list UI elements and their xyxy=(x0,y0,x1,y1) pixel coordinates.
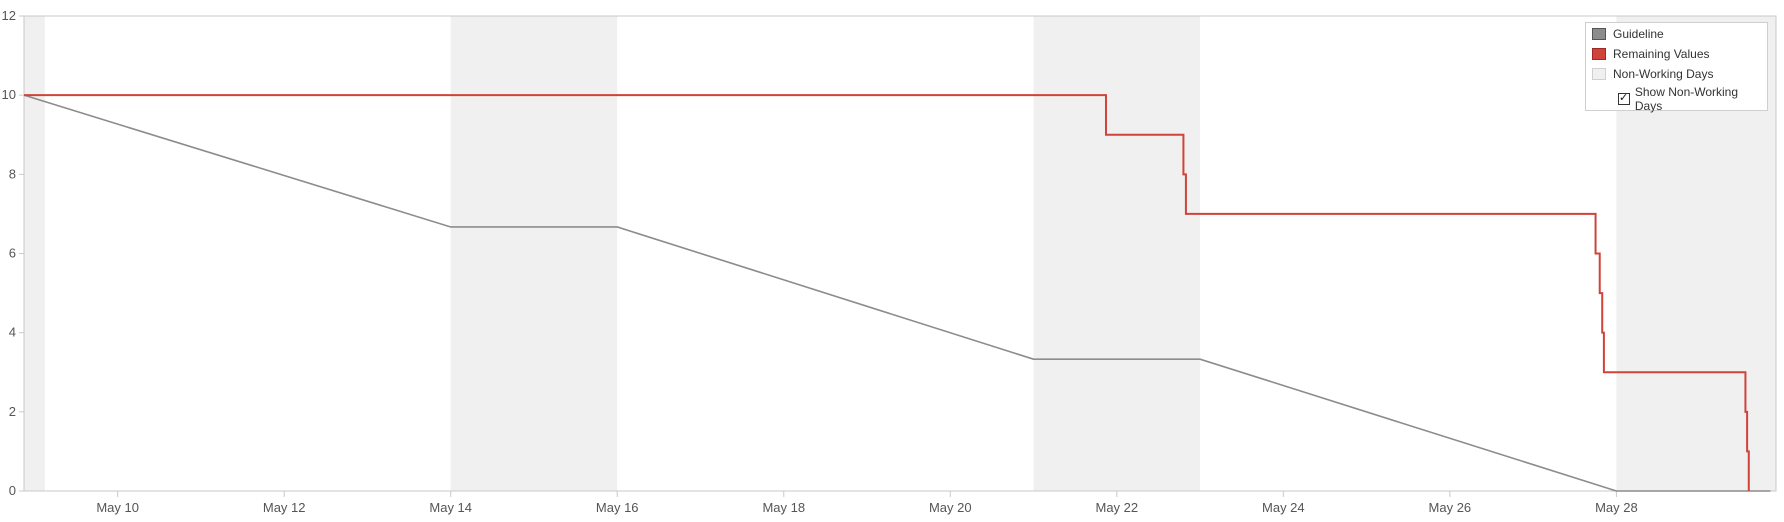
x-tick-label: May 20 xyxy=(929,500,972,515)
checkmark-icon: ✓ xyxy=(1619,92,1629,104)
legend-label-guideline: Guideline xyxy=(1613,27,1664,41)
y-tick-label: 2 xyxy=(9,404,16,419)
remaining-swatch-icon xyxy=(1592,48,1606,60)
nonworking-swatch-icon xyxy=(1592,68,1606,80)
x-axis: May 10 May 12 May 14 May 16 May 18 May 20 May … xyxy=(96,491,1638,515)
guideline-line xyxy=(23,94,1771,492)
x-tick-label: May 10 xyxy=(96,500,139,515)
x-tick-label: May 16 xyxy=(596,500,639,515)
guideline-swatch-icon xyxy=(1592,28,1606,40)
x-tick-label: May 26 xyxy=(1429,500,1472,515)
x-tick-label: May 14 xyxy=(429,500,472,515)
legend-item-nonworking[interactable]: Non-Working Days xyxy=(1592,66,1713,82)
y-tick-label: 4 xyxy=(9,325,16,340)
legend-label-remaining: Remaining Values xyxy=(1613,47,1710,61)
non-working-day-band xyxy=(450,16,618,491)
legend-item-remaining[interactable]: Remaining Values xyxy=(1592,46,1710,62)
legend-item-guideline[interactable]: Guideline xyxy=(1592,26,1664,42)
y-tick-label: 8 xyxy=(9,166,16,181)
y-axis: 0 2 4 6 8 10 12 xyxy=(2,8,24,498)
x-tick-label: May 22 xyxy=(1095,500,1138,515)
show-non-working-days-label: Show Non-Working Days xyxy=(1634,85,1739,113)
non-working-day-band xyxy=(24,16,45,491)
x-tick-label: May 24 xyxy=(1262,500,1305,515)
show-non-working-days-checkbox[interactable]: ✓ xyxy=(1618,92,1630,105)
x-tick-label: May 28 xyxy=(1595,500,1638,515)
show-non-working-days-toggle[interactable]: ✓ Show Non-Working Days xyxy=(1618,85,1767,113)
y-tick-label: 12 xyxy=(2,8,16,23)
series-layer xyxy=(23,94,1771,492)
y-tick-label: 6 xyxy=(9,246,16,261)
x-tick-label: May 12 xyxy=(263,500,306,515)
legend: Guideline Remaining Values Non-Working D… xyxy=(1585,22,1768,113)
legend-label-nonworking: Non-Working Days xyxy=(1613,67,1714,81)
x-tick-label: May 18 xyxy=(762,500,805,515)
plot-frame xyxy=(23,15,1777,492)
remaining-values-line xyxy=(24,94,1750,491)
non-working-day-band xyxy=(1033,16,1201,491)
non-working-days-layer xyxy=(24,16,1776,491)
y-tick-label: 10 xyxy=(2,87,16,102)
y-tick-label: 0 xyxy=(9,483,16,498)
